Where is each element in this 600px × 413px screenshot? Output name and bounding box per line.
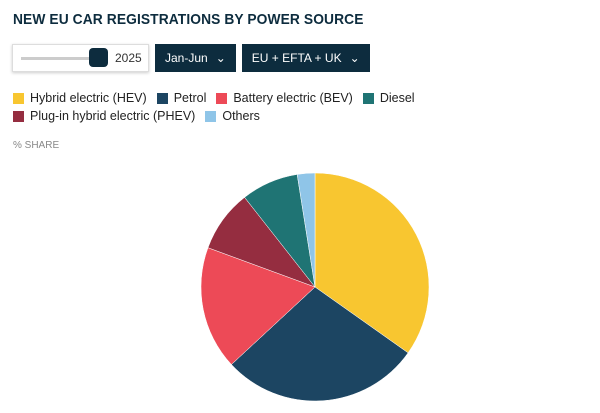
legend-item[interactable]: Petrol	[156, 91, 207, 105]
legend-swatch	[13, 92, 24, 104]
unit-label: % SHARE	[13, 140, 60, 151]
legend-item[interactable]: Others	[205, 109, 260, 123]
legend-label: Hybrid electric (HEV)	[30, 91, 147, 105]
slider-track	[21, 57, 101, 60]
legend-swatch	[205, 110, 217, 122]
year-label: 2025	[115, 51, 142, 65]
legend-swatch	[13, 110, 24, 122]
legend-label: Battery electric (BEV)	[233, 91, 353, 105]
pie-slice-others[interactable]	[296, 172, 316, 288]
legend: Hybrid electric (HEV) Petrol Battery elect…	[13, 91, 598, 123]
region-label: EU + EFTA + UK	[251, 51, 342, 65]
legend-label: Petrol	[173, 91, 207, 105]
chart-title: NEW EU CAR REGISTRATIONS BY POWER SOURCE	[13, 11, 364, 28]
pie-slice-battery-electric-bev[interactable]	[200, 247, 316, 365]
region-dropdown[interactable]: EU + EFTA + UK ⌄	[241, 44, 370, 72]
period-dropdown[interactable]: Jan-Jun ⌄	[155, 44, 236, 72]
legend-label: Diesel	[379, 91, 415, 105]
pie-slice-petrol[interactable]	[231, 286, 409, 402]
chevron-down-icon: ⌄	[215, 51, 226, 65]
slider-thumb[interactable]	[89, 48, 108, 67]
legend-label: Plug-in hybrid electric (PHEV)	[30, 109, 196, 123]
legend-label: Others	[222, 109, 260, 123]
legend-item[interactable]: Hybrid electric (HEV)	[13, 91, 147, 105]
legend-swatch	[216, 92, 228, 104]
controls: 2025 Jan-Jun ⌄ EU + EFTA + UK ⌄	[12, 44, 370, 72]
legend-swatch	[362, 92, 374, 104]
legend-item[interactable]: Diesel	[362, 91, 415, 105]
pie-slice-hybrid-electric-hev[interactable]	[314, 172, 430, 354]
legend-item[interactable]: Plug-in hybrid electric (PHEV)	[13, 109, 195, 123]
period-label: Jan-Jun	[165, 51, 208, 65]
legend-swatch	[156, 92, 168, 104]
legend-item[interactable]: Battery electric (BEV)	[216, 91, 353, 105]
chevron-down-icon: ⌄	[349, 51, 360, 65]
year-slider[interactable]: 2025	[12, 44, 149, 72]
